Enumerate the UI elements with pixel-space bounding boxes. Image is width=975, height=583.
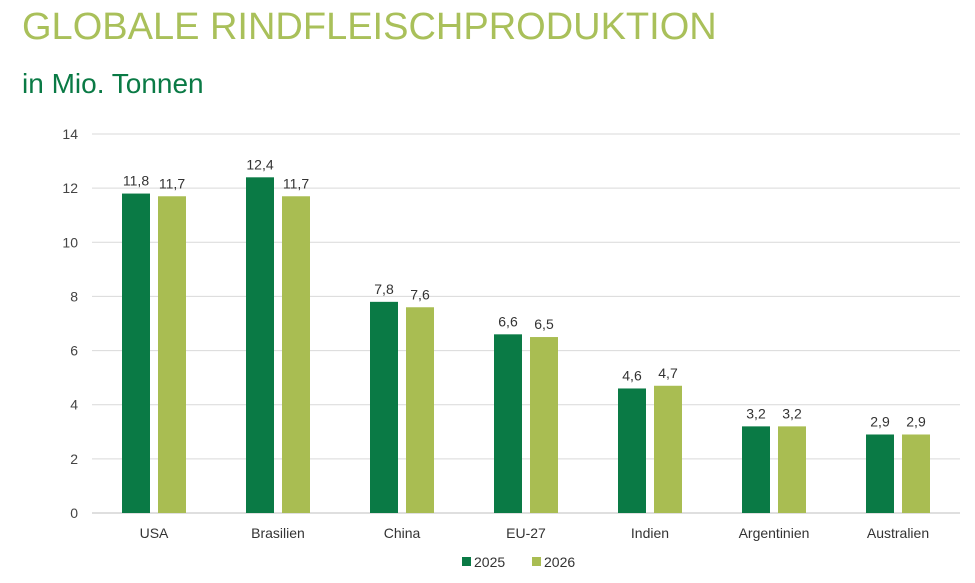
bar-2026 (778, 426, 806, 513)
bar-2025 (122, 193, 150, 514)
bar-2025 (866, 434, 894, 513)
data-label: 2,9 (870, 413, 890, 429)
legend-label: 2025 (474, 554, 505, 570)
data-label: 6,6 (498, 313, 518, 329)
bar-2026 (902, 434, 930, 513)
data-label: 11,7 (159, 175, 185, 191)
bar-2025 (246, 177, 274, 514)
x-tick-label: Australien (867, 525, 929, 541)
y-tick-label: 10 (62, 234, 78, 250)
y-tick-label: 2 (70, 451, 78, 467)
x-tick-label: Indien (631, 525, 669, 541)
x-tick-label: Brasilien (251, 525, 305, 541)
data-label: 12,4 (246, 156, 273, 172)
y-tick-label: 12 (62, 180, 78, 196)
bar-2025 (742, 426, 770, 513)
x-tick-label: USA (140, 525, 169, 541)
bar-2026 (530, 337, 558, 513)
bar-2026 (158, 196, 186, 513)
data-label: 11,7 (283, 175, 309, 191)
y-tick-label: 8 (70, 288, 78, 304)
chart-subtitle: in Mio. Tonnen (22, 68, 204, 99)
bar-2026 (282, 196, 310, 513)
legend-swatch-2025 (462, 557, 471, 566)
y-tick-label: 14 (62, 126, 78, 142)
data-label: 2,9 (906, 413, 926, 429)
data-label: 4,6 (622, 367, 642, 383)
legend-swatch-2026 (532, 557, 541, 566)
y-tick-label: 6 (70, 343, 78, 359)
data-label: 3,2 (782, 405, 802, 421)
legend-label: 2026 (544, 554, 575, 570)
data-label: 11,8 (123, 173, 149, 189)
data-label: 3,2 (746, 405, 766, 421)
data-label: 4,7 (658, 365, 678, 381)
y-tick-label: 0 (70, 505, 78, 521)
data-label: 7,8 (374, 281, 394, 297)
chart-title: GLOBALE RINDFLEISCHPRODUKTION (22, 6, 717, 48)
bar-2025 (494, 334, 522, 513)
data-label: 6,5 (534, 316, 554, 332)
x-tick-label: China (384, 525, 421, 541)
bar-2026 (406, 307, 434, 513)
bar-2025 (618, 388, 646, 513)
bar-2025 (370, 301, 398, 513)
x-tick-label: Argentinien (739, 525, 810, 541)
data-label: 7,6 (410, 286, 430, 302)
y-tick-label: 4 (70, 397, 78, 413)
bar-2026 (654, 385, 682, 513)
x-tick-label: EU-27 (506, 525, 546, 541)
